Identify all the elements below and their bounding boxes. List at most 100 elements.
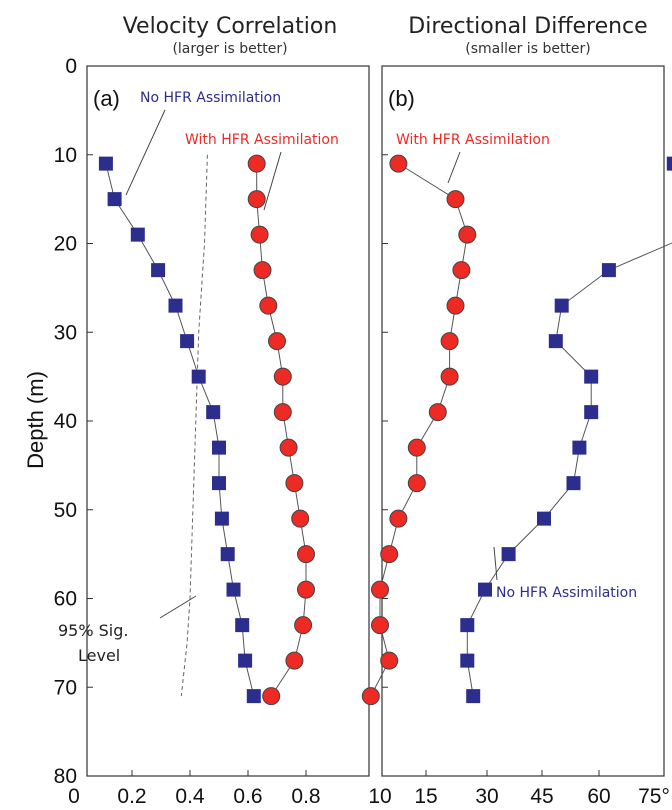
y-axis-label: Depth (m) [23, 371, 48, 469]
chart-a-panel-label: (a) [93, 86, 120, 111]
annotation-leader-no-hfr-b [493, 546, 498, 581]
chart-a-title: Velocity Correlation [123, 14, 338, 39]
x-tick-label-b: 45 [530, 785, 553, 808]
data-point-square-a [130, 227, 145, 242]
annotation-no-hfr-b: No HFR Assimilation [496, 585, 637, 601]
chart-b-frame [381, 65, 665, 777]
y-tick-label: 80 [54, 765, 77, 788]
data-point-square-a [220, 547, 235, 562]
y-tick-label: 0 [65, 55, 77, 78]
data-point-square-b [584, 369, 599, 384]
data-point-circle-b [389, 509, 408, 528]
data-point-square-a [226, 582, 241, 597]
data-point-square-b [554, 298, 569, 313]
data-point-square-b [460, 618, 475, 633]
data-point-square-b [460, 653, 475, 668]
annotation-leader-with-hfr-a [263, 151, 282, 211]
y-tick-label: 50 [54, 499, 77, 522]
chart-a-frame [86, 65, 370, 777]
data-point-circle-b [440, 332, 459, 351]
data-point-circle-b [458, 225, 477, 244]
data-point-square-a [246, 689, 261, 704]
data-point-square-b [466, 689, 481, 704]
data-point-circle-b [371, 580, 389, 599]
data-point-circle-a [247, 154, 266, 173]
data-point-circle-a [297, 580, 315, 599]
sig-level-label-line1: 95% Sig. [58, 621, 129, 640]
series-line-b-0 [466, 242, 672, 697]
series-line-a-1 [256, 163, 307, 697]
y-tick-label: 20 [54, 233, 77, 256]
data-point-circle-a [285, 474, 304, 493]
annotation-leader-no-hfr-a [125, 109, 166, 196]
data-point-circle-a [294, 616, 313, 635]
data-point-square-a [191, 369, 206, 384]
x-tick-label-a: 0.4 [175, 785, 205, 808]
chart-a-subtitle: (larger is better) [172, 41, 287, 57]
data-point-circle-b [407, 438, 426, 457]
x-tick-label-b: 75° [638, 785, 670, 808]
data-point-square-a [238, 653, 253, 668]
chart-b-subtitle: (smaller is better) [465, 41, 591, 57]
data-point-square-a [180, 334, 195, 349]
data-point-circle-a [273, 367, 292, 386]
x-tick-label-b: 60 [587, 785, 610, 808]
data-point-circle-a [297, 545, 315, 564]
data-point-square-b [478, 582, 492, 597]
annotation-with-hfr-b: With HFR Assimilation [396, 132, 550, 148]
x-tick-label-a: 0.2 [117, 785, 146, 808]
data-point-square-b [601, 263, 616, 278]
chart-b-panel-label: (b) [388, 86, 415, 111]
data-point-circle-b [428, 403, 447, 422]
chart-b-title: Directional Difference [408, 14, 647, 39]
series-line-a-0 [105, 163, 255, 697]
data-point-square-a [235, 618, 250, 633]
data-point-circle-b [380, 545, 399, 564]
x-tick-label-a: 0.6 [233, 785, 262, 808]
data-point-circle-a [253, 261, 272, 280]
data-point-square-b [537, 511, 551, 526]
annotation-leader-with-hfr-b [447, 151, 461, 184]
data-point-circle-b [389, 154, 408, 173]
data-point-square-b [666, 156, 672, 171]
x-tick-label-a: 0.8 [291, 785, 320, 808]
data-point-square-b [572, 440, 587, 455]
data-point-circle-a [259, 296, 278, 315]
y-tick-label: 30 [54, 321, 77, 344]
data-point-circle-a [273, 403, 292, 422]
x-tick-label-b: 15 [414, 785, 437, 808]
data-point-square-a [98, 156, 113, 171]
x-tick-label-b: 30 [475, 785, 498, 808]
annotation-no-hfr-a: No HFR Assimilation [140, 90, 281, 106]
sig-level-label-line2: Level [78, 646, 120, 665]
data-point-square-a [151, 263, 166, 278]
x-tick-label-b: 10 [368, 785, 391, 808]
data-point-square-b [501, 547, 516, 562]
x-tick-label-a: 0 [68, 785, 80, 808]
data-point-square-b [584, 405, 599, 420]
data-point-circle-b [361, 687, 380, 706]
data-point-circle-b [407, 474, 426, 493]
data-point-square-a [214, 511, 229, 526]
sig-level-line [180, 154, 208, 697]
data-point-circle-a [285, 651, 304, 670]
data-point-square-a [168, 298, 183, 313]
data-point-circle-b [446, 296, 465, 315]
data-point-circle-b [371, 616, 389, 635]
data-point-circle-a [262, 687, 281, 706]
y-tick-label: 60 [54, 588, 77, 611]
data-point-circle-b [440, 367, 459, 386]
data-point-circle-b [380, 651, 399, 670]
data-point-square-a [212, 440, 226, 455]
data-point-circle-b [446, 190, 465, 209]
data-point-circle-b [452, 261, 471, 280]
y-tick-label: 40 [54, 410, 77, 433]
sig-level-leader [159, 595, 197, 619]
data-point-circle-a [250, 225, 269, 244]
data-point-square-b [566, 476, 581, 491]
data-point-square-a [206, 405, 221, 420]
data-point-square-a [212, 476, 226, 491]
y-tick-label: 70 [54, 676, 77, 699]
